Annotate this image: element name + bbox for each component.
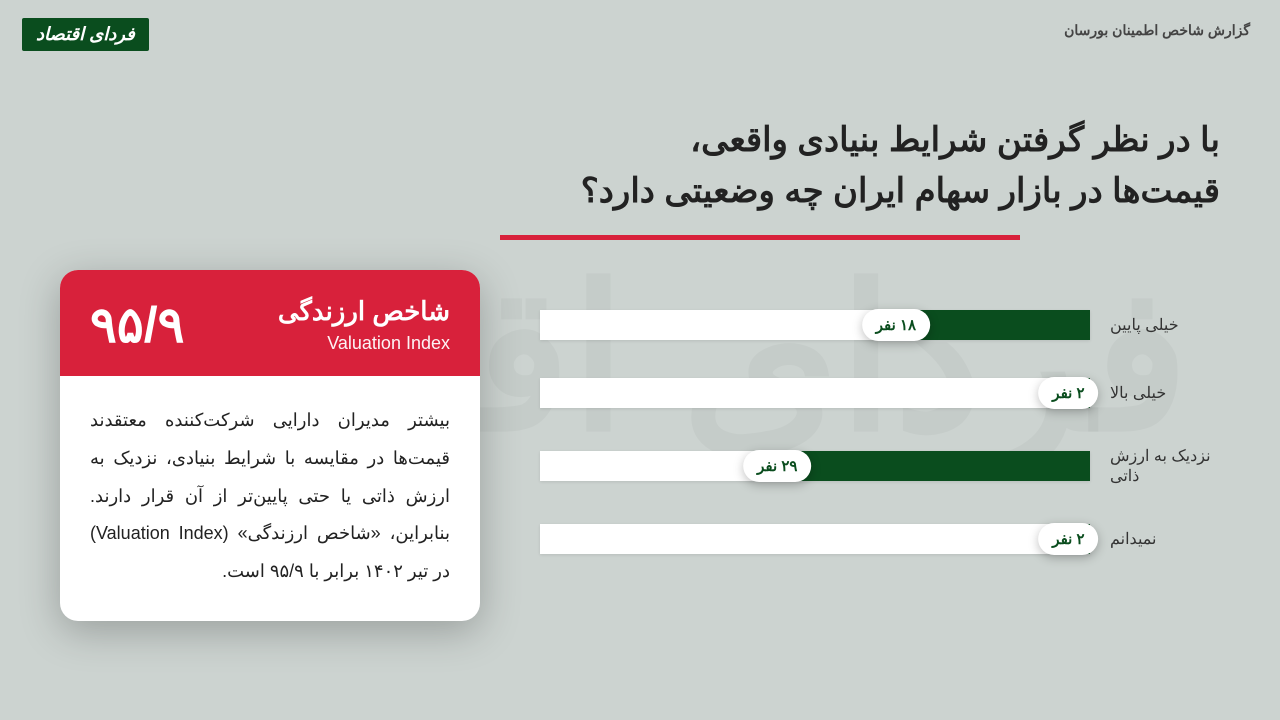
card-title-fa: شاخص ارزندگی <box>278 296 450 327</box>
bar-row: نمیدانم۲ نفر <box>540 524 1220 554</box>
bar-badge: ۲ نفر <box>1038 377 1098 409</box>
bar-track: ۱۸ نفر <box>540 310 1090 340</box>
card-header: شاخص ارزندگی Valuation Index ۹۵/۹ <box>60 270 480 376</box>
bar-row: خیلی پایین ۱۸ نفر <box>540 310 1220 340</box>
bar-track: ۲ نفر <box>540 524 1090 554</box>
card-title-en: Valuation Index <box>278 333 450 354</box>
card-value: ۹۵/۹ <box>90 296 184 354</box>
bar-badge: ۱۸ نفر <box>862 309 930 341</box>
bar-row: خیلی بالا۲ نفر <box>540 378 1220 408</box>
index-card: شاخص ارزندگی Valuation Index ۹۵/۹ بیشتر … <box>60 270 480 621</box>
bar-chart: خیلی پایین۱۸ نفرخیلی بالا۲ نفرنزدیک به ا… <box>540 310 1220 592</box>
bar-badge: ۲۹ نفر <box>743 450 811 482</box>
headline-line1: با در نظر گرفتن شرایط بنیادی واقعی، <box>690 121 1220 159</box>
bar-track: ۲۹ نفر <box>540 451 1090 481</box>
report-label: گزارش شاخص اطمینان بورسان <box>1064 22 1250 39</box>
bar-row: نزدیک به ارزش ذاتی ۲۹ نفر <box>540 446 1220 486</box>
bar-label: خیلی بالا <box>1090 383 1220 403</box>
bar-badge: ۲ نفر <box>1038 523 1098 555</box>
bar-label: خیلی پایین <box>1090 315 1220 335</box>
brand-logo: فردای اقتصاد <box>22 18 149 51</box>
headline-underline <box>500 235 1020 240</box>
bar-label: نمیدانم <box>1090 529 1220 549</box>
headline-line2: قیمت‌ها در بازار سهام ایران چه وضعیتی دا… <box>581 172 1220 210</box>
bar-fill <box>777 451 1090 481</box>
bar-label: نزدیک به ارزش ذاتی <box>1090 446 1220 486</box>
card-body: بیشتر مدیران دارایی شرکت‌کننده معتقدند ق… <box>60 376 480 621</box>
bar-track: ۲ نفر <box>540 378 1090 408</box>
headline: با در نظر گرفتن شرایط بنیادی واقعی، قیمت… <box>500 115 1220 240</box>
